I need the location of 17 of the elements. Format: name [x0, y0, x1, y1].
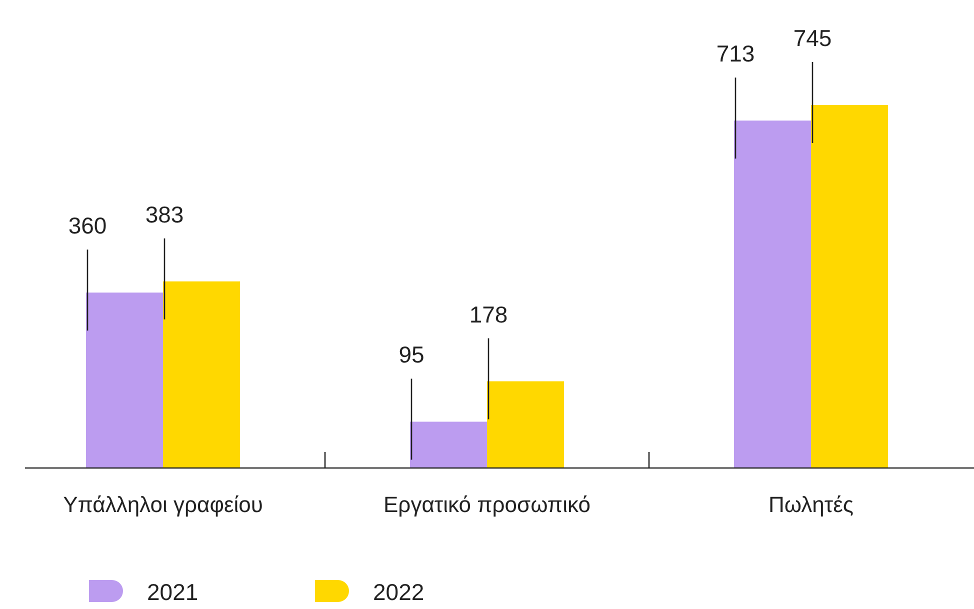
data-label: 745 — [793, 25, 832, 51]
x-tick-label: Πωλητές — [768, 492, 854, 517]
data-label: 383 — [145, 201, 184, 228]
bar — [487, 381, 564, 468]
legend-label: 2022 — [373, 579, 424, 605]
data-label: 713 — [716, 40, 755, 67]
x-tick-label: Εργατικό προσωπικό — [384, 492, 590, 517]
data-label: 178 — [469, 301, 508, 328]
bar — [86, 292, 163, 468]
x-tick-label: Υπάλληλοι γραφείου — [63, 492, 263, 517]
bar — [734, 120, 811, 468]
legend-label: 2021 — [147, 579, 198, 605]
data-label: 95 — [398, 342, 424, 368]
bar — [410, 422, 487, 468]
bar — [811, 105, 888, 468]
data-label: 360 — [68, 212, 107, 239]
bar — [163, 281, 240, 468]
